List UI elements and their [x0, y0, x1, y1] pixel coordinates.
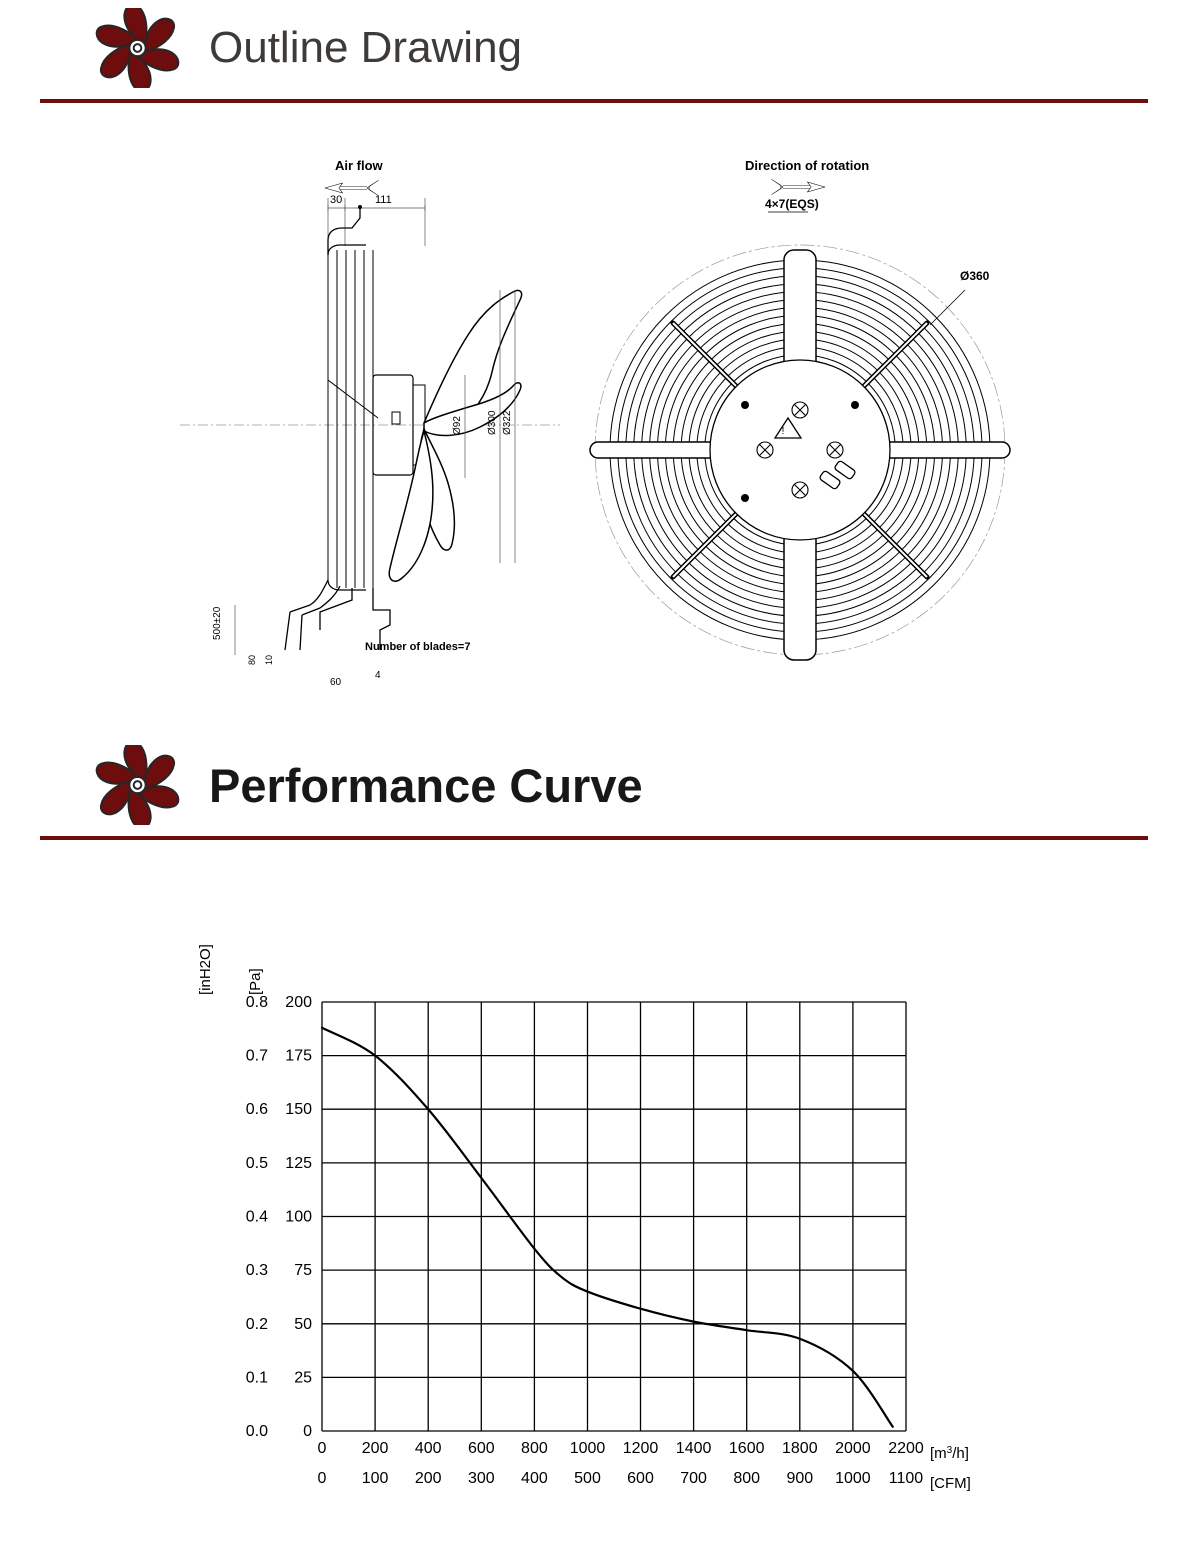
svg-text:150: 150 — [285, 1101, 312, 1118]
svg-text:0: 0 — [318, 1470, 327, 1487]
svg-text:600: 600 — [468, 1440, 495, 1457]
svg-text:0.3: 0.3 — [246, 1262, 268, 1279]
svg-text:200: 200 — [285, 994, 312, 1011]
svg-text:[m3/h]: [m3/h] — [930, 1445, 969, 1463]
svg-text:400: 400 — [521, 1470, 548, 1487]
svg-text:2200: 2200 — [888, 1440, 924, 1457]
svg-text:800: 800 — [521, 1440, 548, 1457]
svg-text:2000: 2000 — [835, 1440, 871, 1457]
svg-text:0.0: 0.0 — [246, 1423, 268, 1440]
svg-text:0.1: 0.1 — [246, 1369, 268, 1386]
svg-text:200: 200 — [415, 1470, 442, 1487]
svg-text:75: 75 — [294, 1262, 312, 1279]
svg-text:125: 125 — [285, 1155, 312, 1172]
svg-text:400: 400 — [415, 1440, 442, 1457]
svg-text:100: 100 — [362, 1470, 389, 1487]
svg-text:0.6: 0.6 — [246, 1101, 268, 1118]
svg-text:175: 175 — [285, 1048, 312, 1065]
svg-text:50: 50 — [294, 1316, 312, 1333]
svg-text:[inH2O]: [inH2O] — [197, 944, 214, 995]
svg-text:0.2: 0.2 — [246, 1316, 268, 1333]
svg-text:0.8: 0.8 — [246, 994, 268, 1011]
svg-text:800: 800 — [733, 1470, 760, 1487]
svg-text:0.5: 0.5 — [246, 1155, 268, 1172]
svg-text:600: 600 — [627, 1470, 654, 1487]
svg-text:25: 25 — [294, 1369, 312, 1386]
svg-text:500: 500 — [574, 1470, 601, 1487]
svg-text:1200: 1200 — [623, 1440, 659, 1457]
svg-text:900: 900 — [786, 1470, 813, 1487]
svg-text:0: 0 — [303, 1423, 312, 1440]
svg-text:1000: 1000 — [570, 1440, 606, 1457]
svg-text:1800: 1800 — [782, 1440, 818, 1457]
svg-text:300: 300 — [468, 1470, 495, 1487]
svg-text:1000: 1000 — [835, 1470, 871, 1487]
svg-text:[CFM]: [CFM] — [930, 1475, 971, 1492]
svg-text:[Pa]: [Pa] — [247, 968, 264, 995]
svg-text:200: 200 — [362, 1440, 389, 1457]
svg-text:1600: 1600 — [729, 1440, 765, 1457]
svg-text:0: 0 — [318, 1440, 327, 1457]
svg-text:1400: 1400 — [676, 1440, 712, 1457]
svg-text:100: 100 — [285, 1209, 312, 1226]
svg-text:700: 700 — [680, 1470, 707, 1487]
svg-text:0.7: 0.7 — [246, 1048, 268, 1065]
svg-text:1100: 1100 — [889, 1470, 924, 1487]
svg-text:0.4: 0.4 — [246, 1209, 268, 1226]
